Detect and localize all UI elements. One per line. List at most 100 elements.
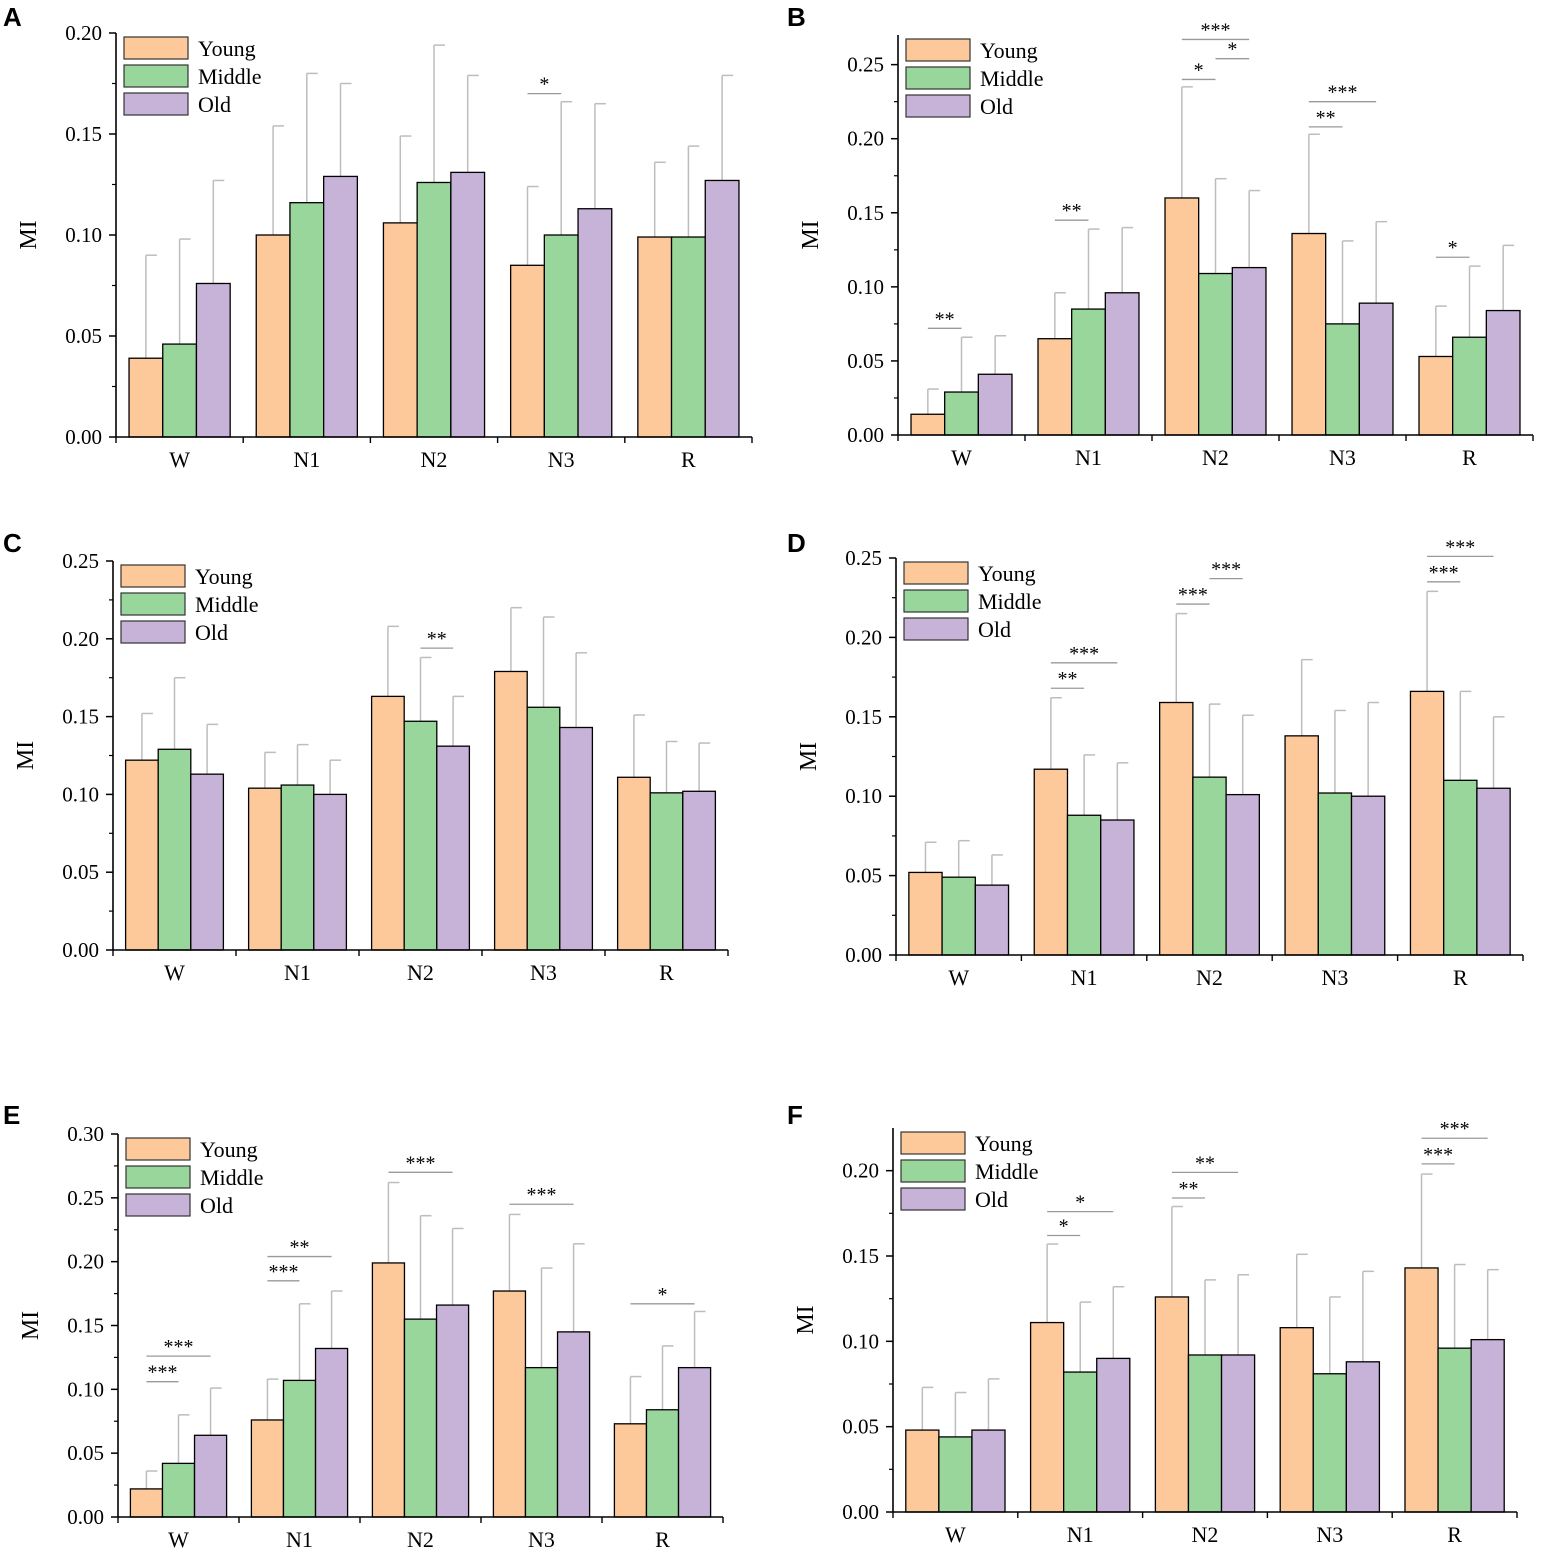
bar-middle-n1 — [280, 784, 315, 951]
bar-middle-n1 — [1063, 1371, 1098, 1513]
panel-b: B***************0.000.050.100.150.200.25… — [787, 2, 1534, 470]
bar-young-n1 — [250, 1419, 285, 1518]
significance-label: *** — [268, 1261, 298, 1283]
bar-old-r — [704, 179, 740, 438]
legend-label-young: Young — [195, 564, 253, 589]
panel-letter: B — [787, 2, 806, 32]
bar-middle-n1 — [1071, 308, 1106, 436]
legend-label-middle: Middle — [200, 1165, 264, 1190]
panel-letter: D — [787, 528, 806, 558]
x-tick-label: N3 — [528, 1527, 555, 1552]
legend-swatch-middle — [905, 66, 971, 90]
y-tick-label: 0.25 — [847, 53, 884, 77]
bar-old-r — [677, 1366, 712, 1518]
y-tick-label: 0.00 — [67, 1505, 104, 1529]
y-tick-label: 0.10 — [847, 275, 884, 299]
legend-label-old: Old — [195, 620, 228, 645]
x-tick-label: N3 — [548, 447, 575, 472]
bar-middle-w — [944, 391, 979, 436]
legend-label-old: Old — [198, 92, 231, 117]
significance-label: ** — [935, 308, 955, 330]
bar-middle-r — [1443, 779, 1478, 956]
y-tick-label: 0.10 — [62, 782, 99, 806]
bar-old-w — [193, 1434, 228, 1518]
legend-swatch-old — [125, 1193, 191, 1217]
bar-middle-w — [162, 343, 198, 438]
bar-young-n1 — [255, 234, 291, 438]
significance-label: * — [658, 1284, 668, 1306]
legend-label-young: Young — [980, 38, 1038, 63]
bar-middle-n1 — [282, 1379, 317, 1518]
legend-label-middle: Middle — [978, 589, 1042, 614]
y-tick-label: 0.20 — [847, 127, 884, 151]
significance-label: ** — [427, 628, 447, 650]
significance-label: *** — [1178, 584, 1208, 606]
legend-label-middle: Middle — [980, 66, 1044, 91]
x-tick-label: N3 — [1321, 965, 1348, 990]
bar-middle-n2 — [1192, 776, 1227, 956]
y-axis-label: MI — [793, 1305, 819, 1334]
legend-swatch-middle — [120, 592, 186, 616]
bar-old-n2 — [435, 1304, 470, 1518]
bar-old-w — [195, 282, 231, 438]
x-tick-label: N1 — [1071, 965, 1098, 990]
bar-middle-n3 — [543, 234, 579, 438]
panel-letter: F — [787, 1100, 803, 1130]
x-tick-label: N2 — [1202, 445, 1229, 470]
legend-label-young: Young — [200, 1137, 258, 1162]
bar-middle-n3 — [524, 1366, 559, 1518]
bar-young-n3 — [1279, 1327, 1314, 1513]
significance-label: ** — [1316, 107, 1336, 129]
bar-young-n3 — [509, 264, 545, 438]
bar-young-n1 — [1033, 768, 1069, 956]
legend-swatch-middle — [123, 64, 189, 88]
x-tick-label: N3 — [1316, 1522, 1343, 1547]
bar-young-w — [129, 1488, 164, 1518]
bar-young-n1 — [247, 787, 282, 951]
significance-label: ** — [1178, 1178, 1198, 1200]
significance-label: ** — [1062, 200, 1082, 222]
panel-letter: E — [3, 1100, 20, 1130]
legend-label-middle: Middle — [195, 592, 259, 617]
bar-old-r — [1470, 1338, 1505, 1513]
bar-middle-n3 — [1312, 1373, 1347, 1513]
significance-label: * — [1059, 1216, 1069, 1238]
bar-young-w — [908, 871, 943, 956]
bar-old-n2 — [450, 171, 486, 438]
bar-old-n3 — [1345, 1361, 1381, 1513]
bar-old-n3 — [577, 208, 613, 438]
significance-label: *** — [1069, 643, 1099, 665]
y-tick-label: 0.15 — [62, 705, 99, 729]
significance-label: *** — [1440, 1118, 1470, 1140]
bar-middle-n3 — [1325, 323, 1360, 436]
y-axis-label: MI — [16, 220, 42, 249]
y-axis-label: MI — [798, 220, 824, 249]
bar-middle-n1 — [1066, 814, 1102, 956]
legend-label-young: Young — [198, 36, 256, 61]
bar-middle-w — [157, 748, 192, 951]
legend-label-middle: Middle — [975, 1159, 1039, 1184]
significance-label: *** — [1429, 562, 1459, 584]
bar-young-r — [637, 236, 673, 438]
bar-old-w — [190, 773, 225, 951]
y-axis-label: MI — [13, 741, 39, 770]
bar-old-r — [1476, 787, 1511, 956]
x-tick-label: R — [1462, 445, 1477, 470]
bar-old-n3 — [1358, 302, 1394, 436]
x-tick-label: R — [655, 1527, 670, 1552]
significance-label: *** — [1201, 19, 1231, 41]
legend-label-old: Old — [200, 1193, 233, 1218]
y-axis-label: MI — [796, 742, 822, 771]
significance-label: *** — [1211, 559, 1241, 581]
bar-old-n3 — [1350, 795, 1386, 956]
bar-young-n3 — [493, 670, 528, 951]
bar-young-n2 — [371, 1262, 406, 1518]
bar-middle-w — [938, 1436, 973, 1513]
significance-label: ** — [290, 1237, 310, 1259]
y-tick-label: 0.25 — [62, 549, 99, 573]
bar-middle-n2 — [416, 181, 452, 438]
bar-middle-n2 — [403, 720, 438, 951]
y-tick-label: 0.00 — [847, 423, 884, 447]
bar-young-r — [616, 776, 651, 951]
bar-middle-r — [645, 1409, 680, 1518]
